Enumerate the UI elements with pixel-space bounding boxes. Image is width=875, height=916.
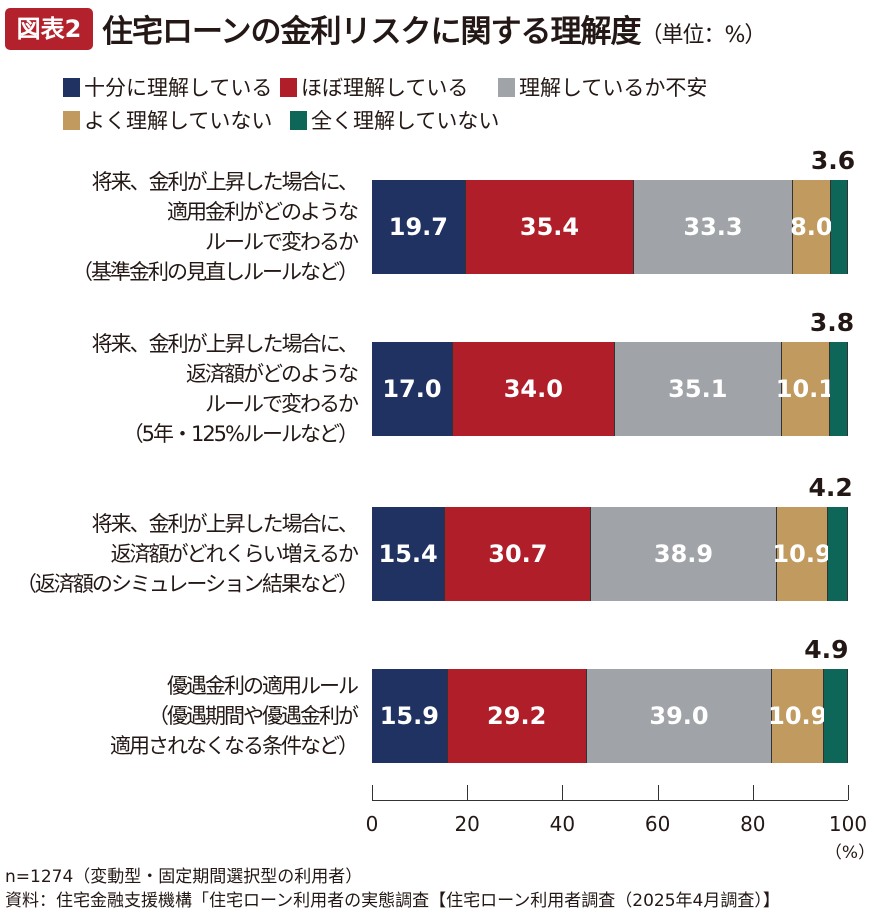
bar-segment: 35.4 — [465, 180, 635, 274]
data-label: 3.6 — [810, 146, 856, 175]
x-tick — [657, 785, 659, 800]
x-axis-line — [372, 800, 848, 801]
x-tick — [752, 785, 754, 800]
legend-item: 全く理解していない — [290, 105, 499, 135]
legend-label: 理解しているか不安 — [519, 76, 708, 100]
bar-segment: 34.0 — [452, 342, 615, 436]
data-label: 17.0 — [382, 375, 442, 403]
bar-segment: 10.9 — [768, 669, 827, 763]
x-tick-label: 60 — [644, 812, 671, 836]
unit-label: （単位：%） — [640, 23, 766, 48]
data-label: 35.4 — [519, 213, 580, 241]
chart-title: 住宅ローンの金利リスクに関する理解度（単位：%） — [102, 6, 766, 51]
data-label: 34.0 — [503, 375, 563, 403]
category-line: 将来、金利が上昇した場合に、 — [91, 332, 359, 356]
data-label: 4.2 — [808, 473, 853, 502]
category-line: 返済額がどのような — [186, 362, 359, 386]
bar-segment — [828, 507, 849, 601]
figure-badge: 図表2 — [5, 8, 93, 50]
data-label: 19.7 — [388, 213, 448, 241]
data-label: 10.9 — [768, 702, 828, 730]
bar-segment: 19.7 — [372, 180, 466, 274]
bar-segment: 38.9 — [591, 507, 777, 601]
bar-segment: 15.9 — [372, 669, 448, 763]
category-label: 将来、金利が上昇した場合に、返済額がどのようなルールで変わるか （5年・125%ル… — [91, 329, 359, 449]
x-tick-label: 0 — [365, 812, 379, 836]
legend-label: ほぼ理解している — [301, 76, 469, 100]
legend-swatch — [63, 77, 80, 97]
legend-swatch — [280, 77, 297, 97]
data-label: 29.2 — [487, 702, 547, 730]
bar-segment — [824, 669, 848, 763]
source-note: 資料：住宅金融支援機構「住宅ローン利用者の実態調査【住宅ローン利用者調査（202… — [5, 891, 780, 911]
x-tick — [848, 785, 849, 800]
bar-segment: 30.7 — [445, 507, 592, 601]
legend-item: よく理解していない — [63, 105, 272, 135]
x-tick-label: 80 — [740, 812, 766, 836]
category-line: （基準金利の見直しルールなど） — [72, 260, 359, 284]
legend-item: ほぼ理解している — [280, 72, 468, 102]
data-label: 3.8 — [809, 308, 855, 337]
category-line: ルールで変わるか — [205, 230, 359, 254]
x-tick-label: 100 — [828, 812, 868, 836]
x-tick — [467, 785, 469, 800]
data-label: 35.1 — [668, 375, 728, 403]
legend-label: よく理解していない — [84, 109, 273, 133]
category-line: （優遇期間や優遇金利が — [148, 704, 359, 728]
data-label: 39.0 — [649, 702, 709, 730]
legend-swatch — [498, 77, 515, 97]
bar-segment — [830, 180, 848, 274]
bar-segment: 15.4 — [372, 507, 446, 601]
data-label: 10.1 — [775, 375, 835, 403]
bar-segment: 10.9 — [772, 507, 832, 601]
data-label: 33.3 — [683, 213, 743, 241]
legend-swatch — [290, 110, 307, 130]
data-label: 15.4 — [378, 540, 438, 568]
data-label: 8.0 — [790, 213, 833, 241]
sample-note: n=1274（変動型・固定期間選択型の利用者） — [5, 867, 363, 887]
bar-segment: 35.1 — [614, 342, 782, 436]
data-label: 38.9 — [653, 540, 714, 568]
data-label: 15.9 — [379, 702, 439, 730]
data-label: 4.9 — [804, 635, 849, 664]
x-tick-label: 40 — [549, 812, 576, 836]
category-line: ルールで変わるか — [205, 392, 359, 416]
bar-segment: 33.3 — [634, 180, 793, 274]
title-text: 住宅ローンの金利リスクに関する理解度 — [102, 14, 641, 50]
bar-segment: 29.2 — [447, 669, 587, 763]
category-line: 返済額がどれくらい増えるか — [110, 542, 359, 566]
x-tick — [562, 785, 564, 800]
bar-segment: 8.0 — [790, 180, 833, 274]
category-line: （返済額のシミュレーション結果など） — [15, 572, 359, 596]
category-label: 優遇金利の適用ルール （優遇期間や優遇金利が適用されなくなる条件など） — [110, 671, 359, 761]
bar-segment — [829, 342, 848, 436]
category-line: 適用金利がどのような — [167, 200, 359, 224]
legend-swatch — [63, 110, 80, 130]
category-label: 将来、金利が上昇した場合に、返済額がどれくらい増えるか （返済額のシミュレーション… — [15, 509, 359, 599]
x-tick — [372, 785, 373, 800]
data-label: 10.9 — [772, 540, 832, 568]
category-label: 将来、金利が上昇した場合に、適用金利がどのようなルールで変わるか （基準金利の見直… — [72, 167, 359, 287]
category-line: 優遇金利の適用ルール — [167, 674, 359, 698]
x-tick-label: 20 — [454, 812, 480, 836]
bar-segment: 10.1 — [776, 342, 835, 436]
category-line: 適用されなくなる条件など） — [110, 734, 359, 758]
data-label: 30.7 — [488, 540, 548, 568]
legend-item: 理解しているか不安 — [498, 72, 707, 102]
legend-label: 全く理解していない — [311, 109, 500, 133]
category-line: （5年・125%ルールなど） — [122, 422, 359, 446]
x-axis-unit: （%） — [824, 843, 875, 863]
legend-item: 十分に理解している — [63, 72, 272, 102]
category-line: 将来、金利が上昇した場合に、 — [91, 170, 359, 194]
bar-segment: 39.0 — [586, 669, 773, 763]
legend-label: 十分に理解している — [84, 76, 273, 100]
category-line: 将来、金利が上昇した場合に、 — [91, 512, 359, 536]
bar-segment: 17.0 — [372, 342, 453, 436]
